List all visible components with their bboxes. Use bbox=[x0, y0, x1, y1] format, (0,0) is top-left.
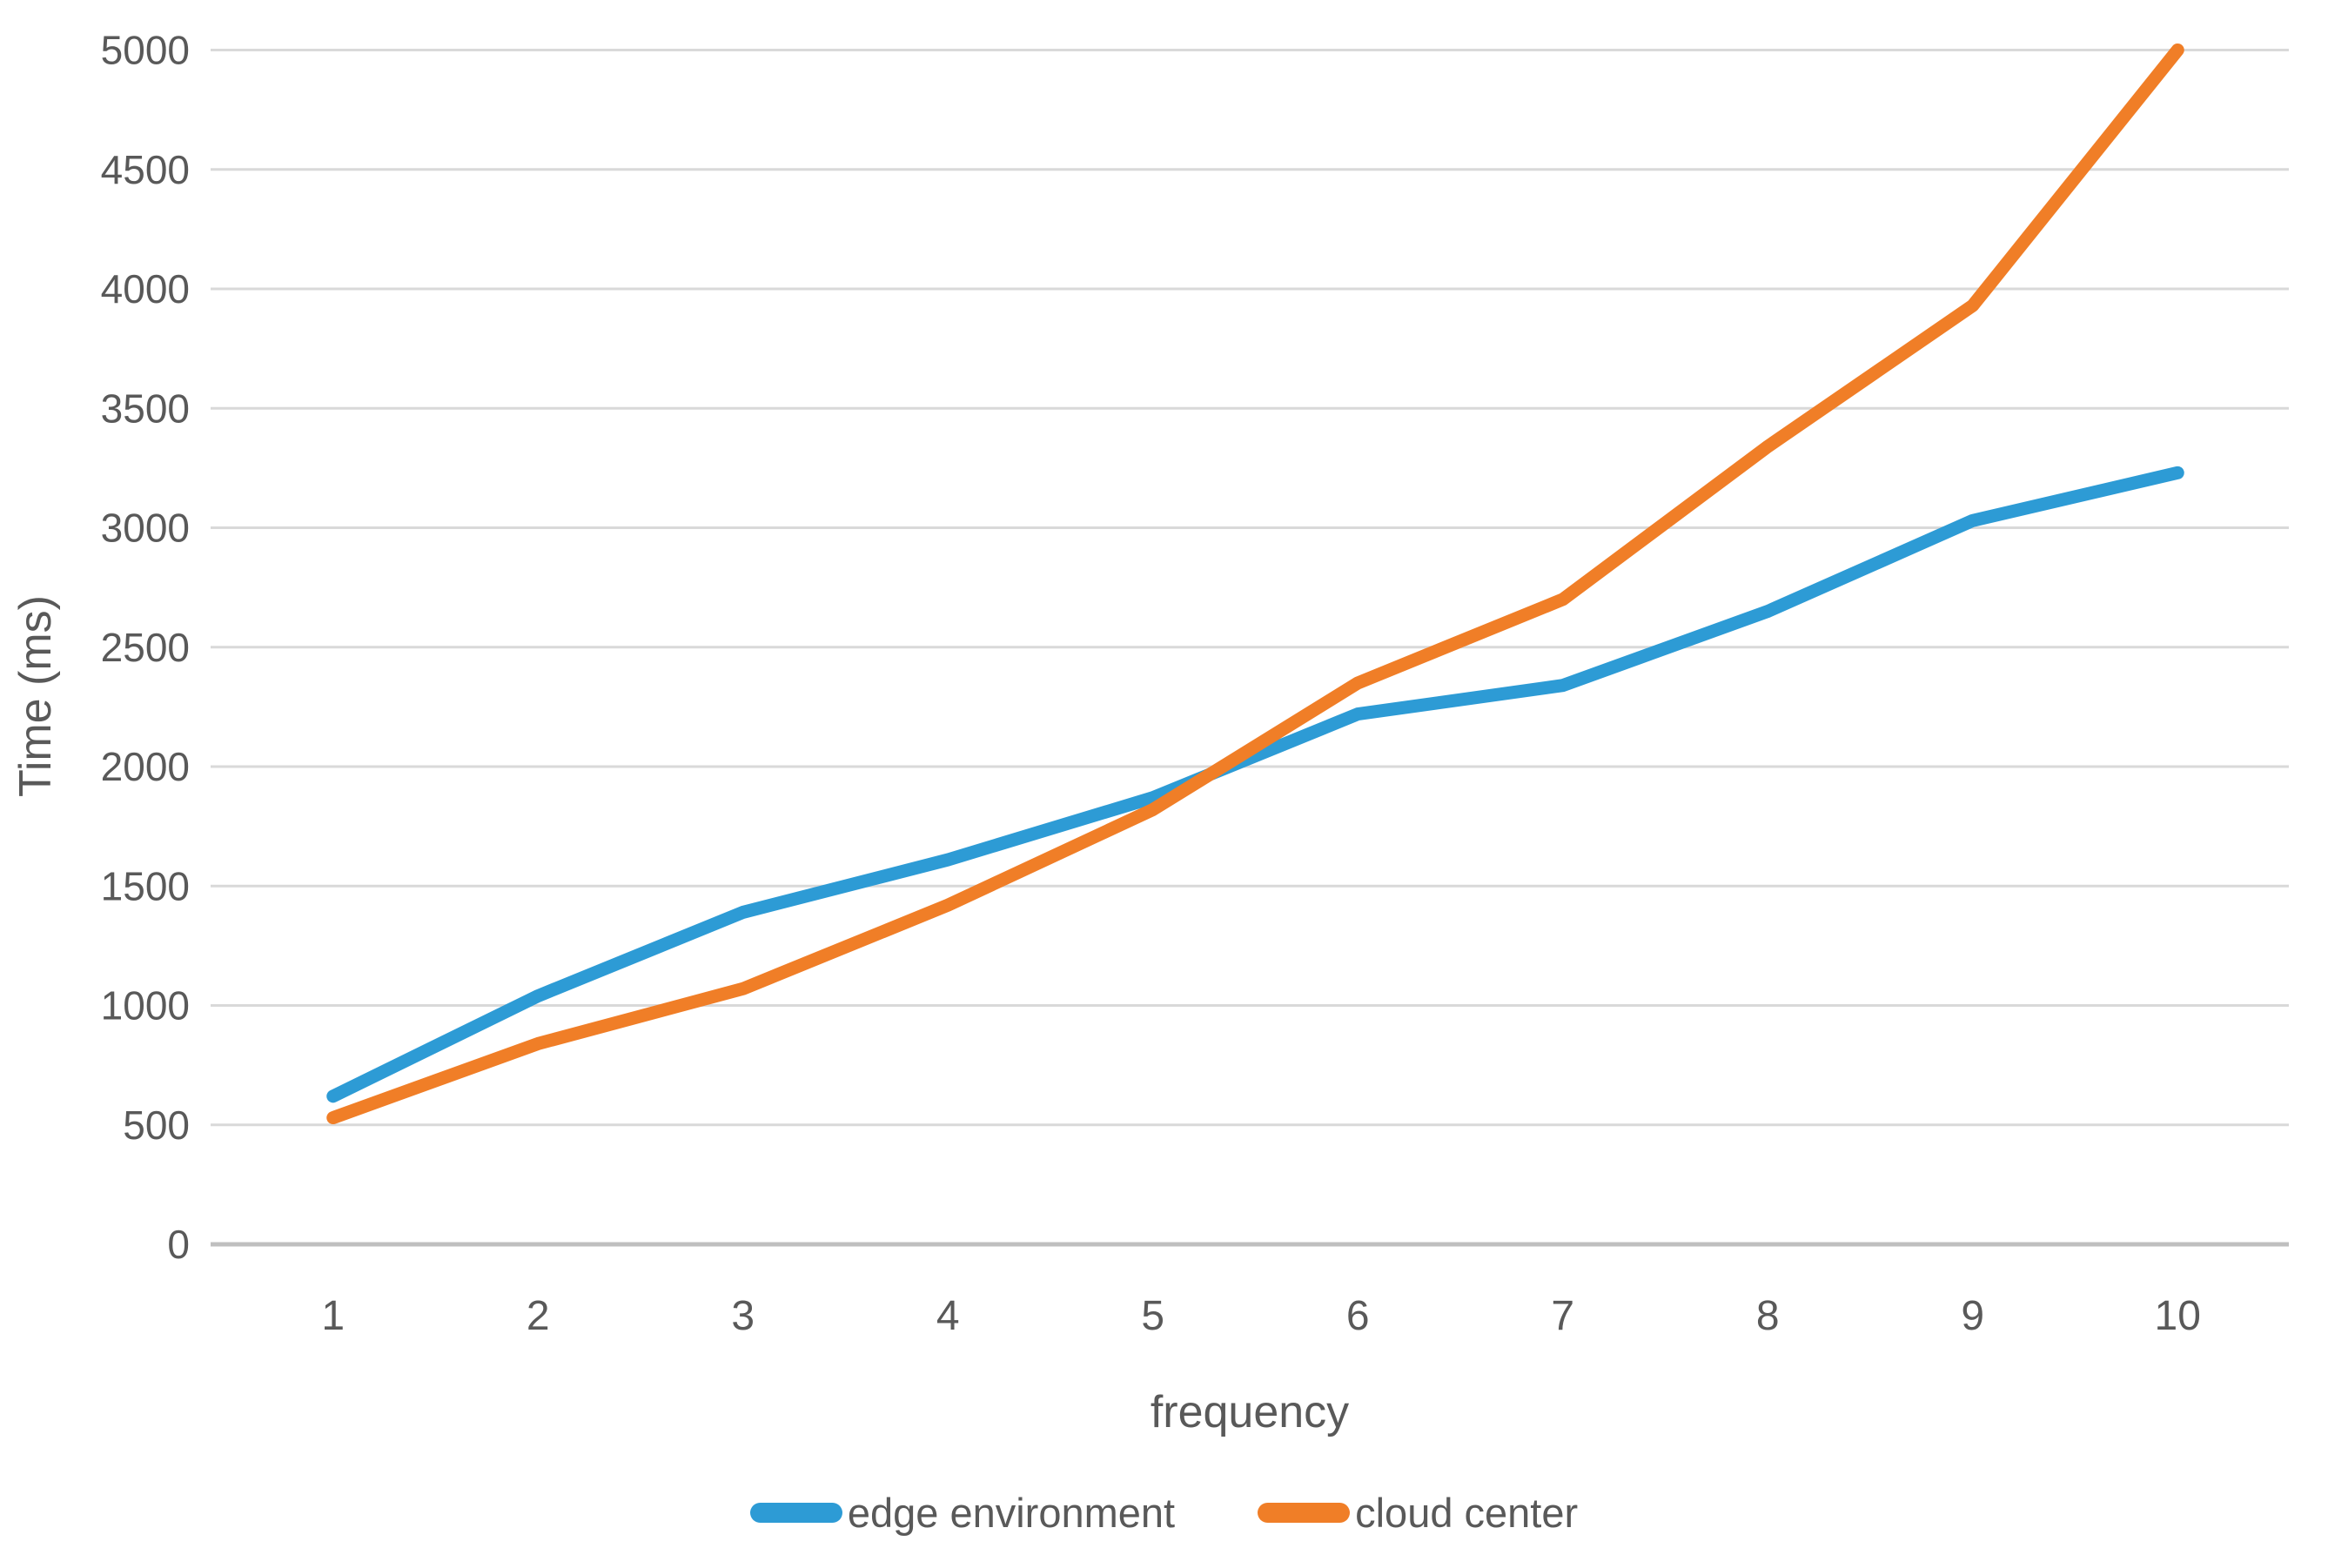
y-tick-label: 3000 bbox=[101, 506, 190, 551]
y-axis-title: Time (ms) bbox=[10, 595, 61, 797]
x-tick-label: 4 bbox=[936, 1293, 960, 1339]
y-tick-labels-layer: 0 500 1000 1500 2000 2500 3000 3500 4000 4500 5000 bbox=[101, 28, 190, 1268]
y-tick-label: 4000 bbox=[101, 266, 190, 312]
x-tick-label: 9 bbox=[1961, 1293, 1984, 1339]
x-tick-label: 8 bbox=[1756, 1293, 1780, 1339]
series-lines-layer bbox=[326, 44, 2184, 1125]
x-tick-label: 5 bbox=[1141, 1293, 1164, 1339]
legend-item-cloud-center: cloud center bbox=[1258, 1492, 1578, 1533]
y-tick-label: 0 bbox=[167, 1222, 190, 1267]
legend-swatch-edge-environment bbox=[749, 1503, 842, 1523]
legend-label-cloud-center: cloud center bbox=[1355, 1490, 1579, 1536]
x-tick-label: 10 bbox=[2155, 1293, 2201, 1339]
gridlines-layer bbox=[211, 49, 2289, 1247]
legend-swatch-cloud-center bbox=[1258, 1503, 1351, 1523]
legend-item-edge-environment: edge environment bbox=[749, 1490, 1176, 1536]
y-tick-label: 5000 bbox=[101, 28, 190, 73]
y-tick-label: 2500 bbox=[101, 625, 190, 670]
y-tick-label: 1000 bbox=[101, 983, 190, 1029]
x-tick-label: 7 bbox=[1551, 1293, 1574, 1339]
x-tick-label: 2 bbox=[527, 1293, 550, 1339]
x-tick-label: 1 bbox=[321, 1293, 345, 1339]
y-tick-label: 500 bbox=[123, 1102, 190, 1148]
y-tick-label: 4500 bbox=[101, 147, 190, 192]
y-tick-label: 1500 bbox=[101, 863, 190, 908]
x-tick-labels-layer: 1 2 3 4 5 6 7 8 9 10 bbox=[321, 1293, 2201, 1339]
legend-label-edge-environment: edge environment bbox=[847, 1490, 1176, 1536]
series-line-cloud-center bbox=[326, 44, 2184, 1125]
legend: edge environment cloud center bbox=[0, 1492, 2328, 1533]
series-line-edge-environment bbox=[326, 466, 2184, 1103]
y-tick-label: 2000 bbox=[101, 744, 190, 789]
x-axis-title: frequency bbox=[1151, 1387, 1349, 1437]
x-tick-label: 6 bbox=[1346, 1293, 1370, 1339]
x-tick-label: 3 bbox=[731, 1293, 755, 1339]
y-tick-label: 3500 bbox=[101, 385, 190, 431]
